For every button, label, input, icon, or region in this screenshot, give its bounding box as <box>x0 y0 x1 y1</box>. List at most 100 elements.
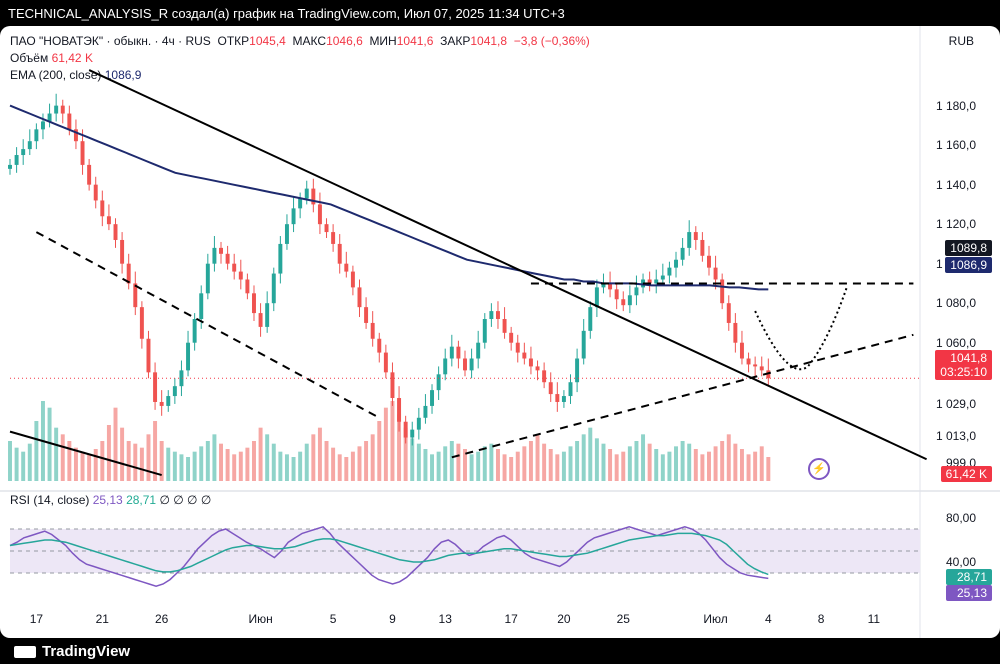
volume-bar <box>311 434 316 481</box>
candle-body <box>80 141 85 165</box>
candle-body <box>139 307 144 339</box>
volume-bar <box>179 454 184 481</box>
candle-body <box>654 279 659 284</box>
volume-bar <box>304 443 309 481</box>
volume-bar <box>627 446 632 481</box>
volume-bar <box>186 457 191 481</box>
candle-body <box>205 263 210 294</box>
volume-bar <box>403 427 408 481</box>
candle-body <box>219 247 223 254</box>
volume-bar <box>746 454 751 481</box>
volume-bar <box>284 454 289 481</box>
volume-bar <box>621 451 626 481</box>
volume-bar <box>377 421 382 481</box>
level-tag: 1089,8 <box>945 240 992 256</box>
time-tick-label: 25 <box>616 612 630 626</box>
legend-volume[interactable]: Объём 61,42 K <box>10 51 93 65</box>
volume-bar <box>120 427 125 481</box>
volume-bar <box>568 446 573 481</box>
volume-bar <box>423 449 428 481</box>
candle-body <box>430 390 435 406</box>
volume-bar <box>317 427 322 481</box>
volume-bar <box>8 441 12 481</box>
rsi-tick-label: 80,00 <box>945 511 976 525</box>
candle-body <box>489 311 494 319</box>
volume-bar <box>291 457 296 481</box>
volume-bar <box>298 451 303 481</box>
symbol-title[interactable]: ПАО "НОВАТЭК" · обыкн. · 4ч · RUS <box>10 34 211 48</box>
volume-bar <box>601 443 606 481</box>
volume-bar <box>54 427 59 481</box>
volume-bar <box>515 451 520 481</box>
candle-body <box>54 105 59 114</box>
legend-ema[interactable]: EMA (200, close) 1086,9 <box>10 68 141 82</box>
volume-bar <box>726 434 731 481</box>
volume-bar <box>687 443 692 481</box>
candle-body <box>482 319 487 343</box>
candle-body <box>186 342 191 371</box>
volume-bar <box>575 441 580 481</box>
candle-body <box>199 293 204 319</box>
candle-body <box>700 239 705 256</box>
candle-body <box>660 275 665 280</box>
candle-body <box>258 313 263 327</box>
legend-rsi[interactable]: RSI (14, close) 25,13 28,71 ∅ ∅ ∅ ∅ <box>10 493 211 507</box>
candle-body <box>8 164 12 169</box>
candle-body <box>759 366 764 371</box>
low-value: 1041,6 <box>396 34 434 48</box>
volume-bar <box>21 451 26 481</box>
last-price-tag: 1041,8 03:25:10 <box>935 350 992 380</box>
volume-bar <box>350 451 355 481</box>
time-tick-label: 21 <box>95 612 109 626</box>
volume-bar <box>476 451 481 481</box>
currency-label[interactable]: RUB <box>948 34 974 48</box>
candle-body <box>324 224 329 233</box>
rsi-label: RSI (14, close) <box>10 493 90 507</box>
candle-body <box>720 279 725 304</box>
volume-bar <box>509 457 514 481</box>
volume-bar <box>80 451 85 481</box>
candle-body <box>331 232 336 244</box>
candle-body <box>126 263 131 284</box>
price-tick-label: 1 120,0 <box>935 217 976 232</box>
time-tick-label: 5 <box>329 612 337 626</box>
volume-bar <box>430 454 435 481</box>
last-price-value: 1041,8 <box>950 351 987 365</box>
chart-panel[interactable]: RUB ПАО "НОВАТЭК" · обыкн. · 4ч · RUS ОТ… <box>0 26 1000 638</box>
candle-body <box>284 224 289 244</box>
author-header: TECHNICAL_ANALYSIS_R создал(а) график на… <box>8 6 565 21</box>
countdown-value: 03:25:10 <box>940 365 987 379</box>
candle-body <box>21 149 26 156</box>
candle-body <box>252 293 256 314</box>
volume-bar <box>522 446 527 481</box>
rising-support-dashed <box>451 333 914 459</box>
tradingview-footer[interactable]: TradingView <box>14 643 130 660</box>
close-label: ЗАКР <box>440 34 471 48</box>
volume-bar <box>594 438 599 481</box>
candle-body <box>344 263 349 272</box>
volume-bar <box>555 454 560 481</box>
candle-body <box>245 279 250 294</box>
candle-body <box>397 398 402 422</box>
volume-bar <box>739 449 744 481</box>
volume-bar <box>753 451 758 481</box>
volume-bar <box>113 407 118 481</box>
volume-bar <box>548 449 553 481</box>
volume-bar <box>397 414 402 481</box>
candle-body <box>522 352 527 359</box>
candle-body <box>588 307 593 331</box>
candle-body <box>100 200 105 217</box>
volume-bar <box>139 447 144 481</box>
lightning-icon[interactable]: ⚡ <box>808 458 830 480</box>
volume-bar <box>357 446 362 481</box>
volume-bar <box>383 407 388 481</box>
legend-main: ПАО "НОВАТЭК" · обыкн. · 4ч · RUS ОТКР10… <box>10 34 590 48</box>
candle-body <box>87 164 92 185</box>
volume-bar <box>654 449 659 481</box>
candle-body <box>449 346 454 359</box>
volume-bar <box>219 443 223 481</box>
volume-bar <box>608 449 613 481</box>
volume-bar <box>278 451 283 481</box>
price-chart-svg[interactable] <box>0 26 1000 638</box>
volume-bar <box>707 451 711 481</box>
